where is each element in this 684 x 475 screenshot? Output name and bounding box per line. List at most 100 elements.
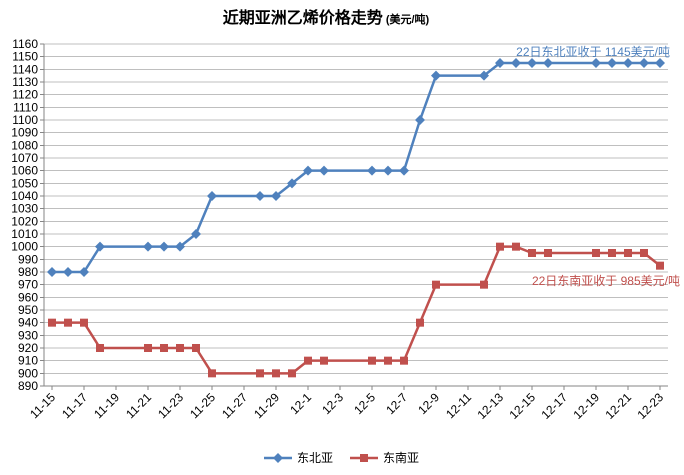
y-tick-label: 970 xyxy=(18,278,38,292)
data-point xyxy=(527,58,537,68)
data-point xyxy=(320,356,328,365)
y-tick-label: 940 xyxy=(18,316,38,330)
data-point xyxy=(96,344,104,352)
data-point xyxy=(95,241,105,252)
data-point xyxy=(543,58,553,68)
y-tick-label: 900 xyxy=(18,366,38,380)
data-point xyxy=(80,318,88,327)
y-tick-label: 1080 xyxy=(11,138,38,152)
y-tick-label: 960 xyxy=(18,290,38,304)
data-point xyxy=(207,191,217,201)
y-tick-label: 930 xyxy=(18,328,38,342)
data-point xyxy=(623,58,633,68)
data-point xyxy=(208,369,216,378)
data-point xyxy=(48,318,56,327)
data-point xyxy=(303,165,313,176)
legend-item: 东北亚 xyxy=(264,451,333,465)
y-tick-label: 920 xyxy=(18,341,38,355)
y-tick-label: 1050 xyxy=(11,176,38,190)
data-point xyxy=(512,242,520,251)
data-point xyxy=(192,344,200,352)
data-point xyxy=(159,241,169,252)
data-point xyxy=(63,267,73,277)
data-point xyxy=(544,249,552,257)
data-point xyxy=(287,178,297,189)
data-point xyxy=(367,165,377,176)
data-point xyxy=(431,70,441,81)
data-point xyxy=(655,58,665,68)
data-point xyxy=(144,344,152,352)
data-point xyxy=(64,318,72,327)
y-tick-label: 1140 xyxy=(12,62,38,76)
data-point xyxy=(592,249,600,257)
chart-title-unit: (美元/吨) xyxy=(386,12,430,26)
y-tick-label: 990 xyxy=(18,252,38,266)
data-point xyxy=(160,344,168,352)
series-end-label-1: 22日东北亚收于 1145美元/吨 xyxy=(516,45,670,59)
y-tick-label: 1110 xyxy=(13,100,38,114)
y-tick-label: 1010 xyxy=(11,227,38,241)
y-tick-label: 890 xyxy=(18,379,38,393)
y-tick-label: 910 xyxy=(18,354,38,368)
data-point xyxy=(271,191,281,201)
legend-item: 东南亚 xyxy=(350,450,419,465)
y-tick-label: 1060 xyxy=(11,164,38,178)
data-point xyxy=(288,369,296,378)
y-tick-label: 1090 xyxy=(11,126,38,140)
data-point xyxy=(496,242,504,251)
data-point xyxy=(399,165,409,176)
data-point xyxy=(608,249,616,257)
y-tick-label: 1150 xyxy=(12,50,38,64)
legend-label: 东南亚 xyxy=(383,450,419,465)
series: 22日东北亚收于 1145美元/吨 22日东南亚收于 985美元/吨 xyxy=(47,45,680,378)
data-point xyxy=(400,356,408,365)
data-point xyxy=(479,70,489,81)
data-point xyxy=(415,115,425,125)
data-point xyxy=(511,58,521,68)
data-point xyxy=(591,58,601,68)
y-tick-label: 950 xyxy=(18,303,38,317)
chart-title-main: 近期亚洲乙烯价格走势 xyxy=(223,8,383,27)
data-point xyxy=(304,356,312,365)
data-point xyxy=(47,267,57,277)
data-point xyxy=(607,58,617,68)
data-point xyxy=(528,249,536,257)
data-point xyxy=(432,280,440,289)
data-point xyxy=(495,58,505,68)
y-tick-label: 1130 xyxy=(12,75,38,89)
data-point xyxy=(319,165,329,176)
legend: 东北亚 东南亚 xyxy=(264,450,419,465)
y-tick-label: 1100 xyxy=(12,113,38,127)
data-point xyxy=(79,267,89,277)
series-end-label-2: 22日东南亚收于 985美元/吨 xyxy=(532,273,680,288)
data-point xyxy=(383,165,393,176)
data-point xyxy=(656,261,664,270)
chart-title: 近期亚洲乙烯价格走势 (美元/吨) xyxy=(223,8,430,27)
y-tick-label: 1040 xyxy=(11,189,38,203)
data-point xyxy=(255,191,265,201)
data-point xyxy=(624,249,632,257)
data-point xyxy=(272,369,280,378)
data-point xyxy=(143,241,153,252)
legend-label: 东北亚 xyxy=(297,451,333,465)
y-tick-label: 1160 xyxy=(12,37,38,51)
y-tick-label: 980 xyxy=(18,265,38,279)
y-tick-label: 1000 xyxy=(11,240,38,254)
y-axis-labels: 8909009109209309409509609709809901000101… xyxy=(11,37,44,393)
y-tick-label: 1070 xyxy=(11,151,38,165)
y-tick-label: 1030 xyxy=(11,202,38,216)
data-point xyxy=(480,280,488,289)
data-point xyxy=(176,344,184,352)
legend-marker xyxy=(360,454,368,462)
data-point xyxy=(639,58,649,68)
legend-marker xyxy=(273,453,283,463)
data-point xyxy=(256,369,264,378)
y-tick-label: 1020 xyxy=(11,214,38,228)
data-point xyxy=(175,241,185,252)
data-point xyxy=(384,356,392,365)
data-point xyxy=(368,356,376,365)
y-tick-label: 1120 xyxy=(12,88,38,102)
data-point xyxy=(416,318,424,327)
